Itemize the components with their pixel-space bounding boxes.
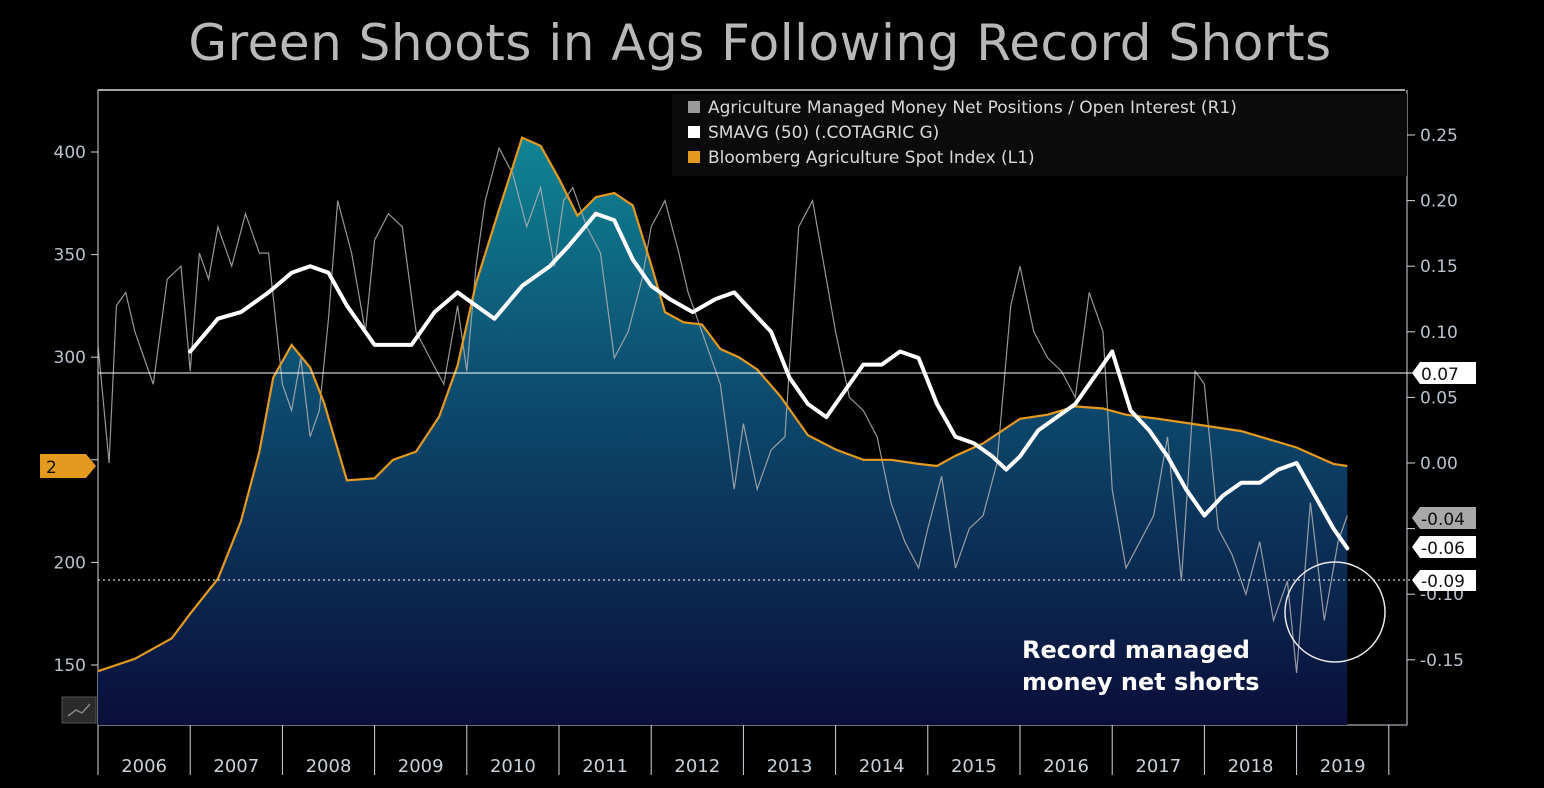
net-positions-line: [97, 146, 1348, 673]
legend-swatch-positions: [688, 101, 700, 113]
annotation-circle: [1284, 561, 1386, 663]
x-tick-label: 2010: [490, 756, 536, 777]
x-tick-label: 2011: [582, 756, 628, 777]
smavg-line: [188, 211, 1350, 551]
right-tick-label: -0.15: [1420, 651, 1464, 671]
right-axis-ticks: -0.15-0.100.000.050.100.150.200.25: [1407, 126, 1464, 671]
right-value-tag-minus-0-04: -0.04: [1412, 507, 1476, 530]
annotation-line-1: Record managed: [1022, 636, 1250, 664]
x-tick-label: 2014: [859, 756, 905, 777]
series-net-positions: [97, 146, 1348, 673]
right-tick-label: 0.25: [1420, 126, 1458, 146]
left-axis-ticks: 150 200 300 350 400: [54, 143, 98, 676]
x-tick-label: 2018: [1228, 756, 1274, 777]
legend-label-positions: Agriculture Managed Money Net Positions …: [708, 98, 1237, 118]
left-tick-label: 400: [54, 143, 86, 163]
spot-index-line: [97, 136, 1348, 673]
spot-index-area: [98, 137, 1348, 726]
x-axis-ticks: 2006 2007 2008 2009 2010 2011 2012 2013 2014 2015…: [97, 725, 1390, 777]
left-tick-label: 200: [54, 553, 86, 573]
x-tick-label: 2015: [951, 756, 997, 777]
x-tick-label: 2013: [767, 756, 813, 777]
x-tick-label: 2008: [306, 756, 352, 777]
annotation-line-2: money net shorts: [1022, 668, 1260, 696]
legend-swatch-smavg: [688, 126, 700, 138]
right-value-tag-minus-0-09: -0.09: [1412, 570, 1476, 592]
right-value-tag-0-07: 0.07: [1412, 362, 1476, 385]
svg-text:-0.04: -0.04: [1421, 510, 1465, 530]
left-tick-label: 350: [54, 246, 86, 266]
legend-label-smavg: SMAVG (50) (.COTAGRIC G): [708, 123, 939, 143]
right-tick-label: 0.20: [1420, 192, 1458, 212]
series-spot-index-line: [97, 136, 1348, 673]
right-tick-label: 0.15: [1420, 257, 1458, 277]
right-tick-label: 0.05: [1420, 388, 1458, 408]
left-value-tag: 2: [40, 454, 96, 478]
legend-swatch-spot-index: [688, 151, 700, 163]
chart-type-icon[interactable]: [61, 696, 97, 724]
x-tick-label: 2019: [1320, 756, 1366, 777]
right-tick-label: 0.00: [1420, 454, 1458, 474]
x-tick-label: 2016: [1043, 756, 1089, 777]
chart-title: Green Shoots in Ags Following Record Sho…: [188, 14, 1332, 72]
left-tick-label: 300: [54, 348, 86, 368]
x-tick-label: 2006: [121, 756, 167, 777]
series-smavg: [188, 211, 1350, 551]
right-value-tag-minus-0-06: -0.06: [1412, 536, 1476, 559]
legend: Agriculture Managed Money Net Positions …: [672, 94, 1407, 176]
x-tick-label: 2012: [674, 756, 720, 777]
left-tag-label: 2: [46, 458, 57, 478]
left-tick-label: 150: [54, 656, 86, 676]
right-tick-label: 0.10: [1420, 323, 1458, 343]
legend-background: [672, 94, 1407, 176]
x-tick-label: 2017: [1135, 756, 1181, 777]
svg-text:0.07: 0.07: [1421, 365, 1459, 385]
svg-text:-0.09: -0.09: [1421, 572, 1465, 592]
x-tick-label: 2009: [398, 756, 444, 777]
x-tick-label: 2007: [213, 756, 259, 777]
svg-text:-0.06: -0.06: [1421, 539, 1465, 559]
legend-label-spot-index: Bloomberg Agriculture Spot Index (L1): [708, 148, 1035, 168]
